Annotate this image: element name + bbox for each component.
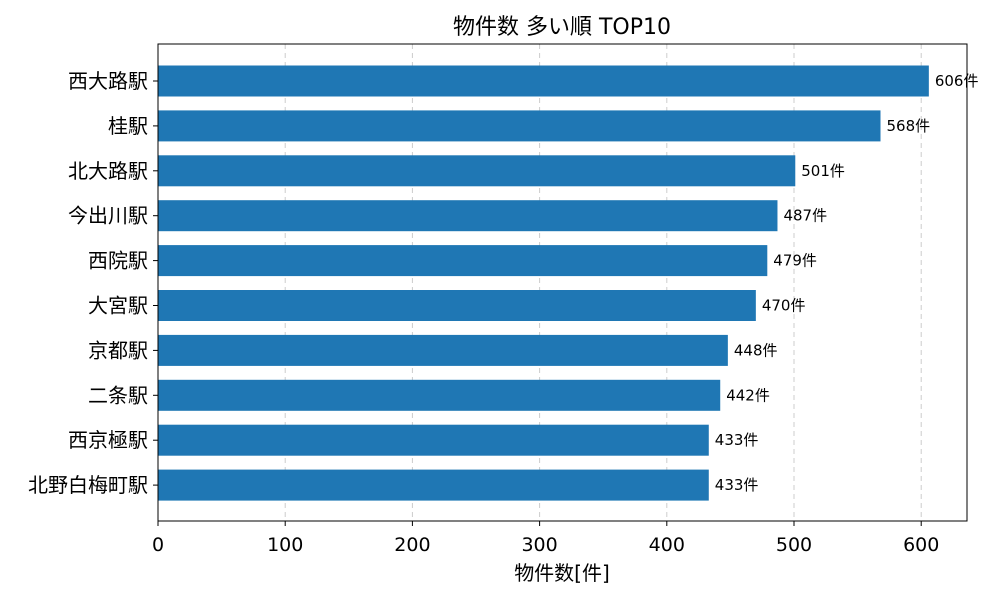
category-label: 西院駅 <box>88 249 148 273</box>
category-label: 北野白梅町駅 <box>28 473 148 497</box>
category-label: 二条駅 <box>88 383 148 407</box>
bar <box>158 200 778 232</box>
category-label: 北大路駅 <box>68 159 148 183</box>
chart-title: 物件数 多い順 TOP10 <box>453 15 671 40</box>
x-tick-label: 400 <box>649 534 685 556</box>
x-tick-label: 100 <box>267 534 303 556</box>
x-axis-ticks: 0 100 200 300 400 500 600 <box>152 521 939 556</box>
category-label: 西大路駅 <box>68 69 148 93</box>
bar <box>158 290 756 321</box>
x-tick-label: 600 <box>903 534 939 556</box>
category-label: 大宮駅 <box>88 294 148 318</box>
x-tick-label: 200 <box>394 534 430 556</box>
bar-value-label: 448件 <box>734 341 778 359</box>
category-label: 今出川駅 <box>68 204 148 228</box>
bar <box>158 110 881 142</box>
category-label: 西京極駅 <box>68 428 148 452</box>
bar <box>158 334 728 366</box>
x-axis-label: 物件数[件] <box>514 561 610 585</box>
bar-value-label: 470件 <box>762 297 806 315</box>
bar-value-label: 433件 <box>715 476 759 494</box>
x-tick-label: 300 <box>521 534 557 556</box>
bar <box>158 469 709 501</box>
bar-value-label: 606件 <box>935 72 979 90</box>
bar <box>158 65 929 97</box>
bar <box>158 245 768 277</box>
x-tick-label: 0 <box>152 534 164 556</box>
bar <box>158 155 796 187</box>
plot-frame <box>157 43 968 522</box>
bar-value-label: 501件 <box>801 162 845 180</box>
bar <box>158 424 709 456</box>
data-labels: 606件 568件 501件 487件 479件 470件 448件 442件 433件 433件 <box>715 72 979 494</box>
bar <box>158 379 721 411</box>
bars <box>158 65 929 501</box>
x-tick-label: 500 <box>776 534 812 556</box>
category-label: 京都駅 <box>88 338 148 362</box>
category-label: 桂駅 <box>108 114 148 138</box>
bar-value-label: 487件 <box>783 207 827 225</box>
bar-value-label: 442件 <box>726 386 770 404</box>
bar-value-label: 433件 <box>715 431 759 449</box>
bar-value-label: 568件 <box>887 117 931 135</box>
bar-value-label: 479件 <box>773 252 817 270</box>
